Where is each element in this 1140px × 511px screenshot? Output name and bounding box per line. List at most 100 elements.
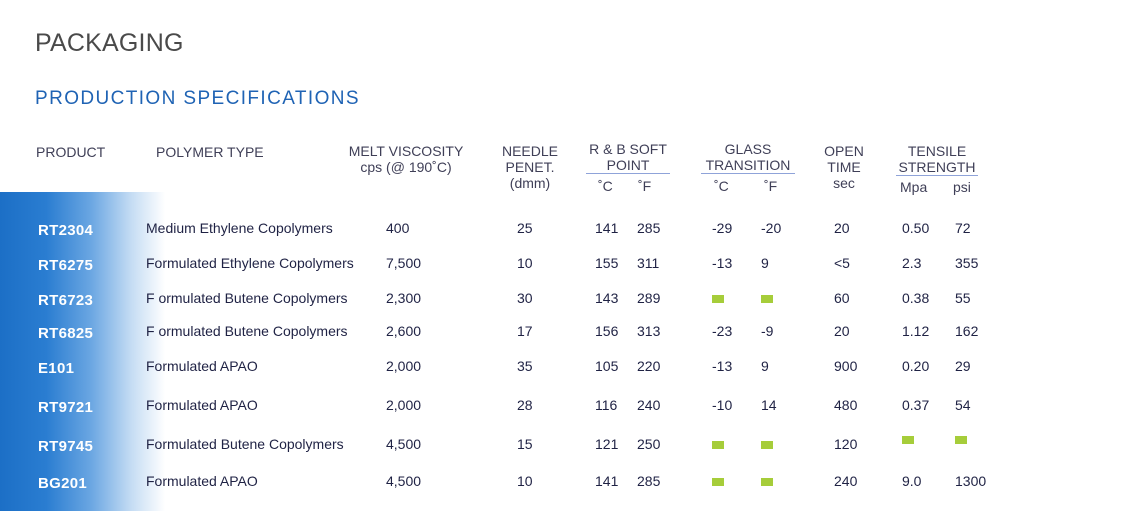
rb-soft-point-f-cell: 313: [637, 323, 661, 339]
melt-viscosity-cell: 400: [386, 220, 410, 236]
rb-soft-point-c-cell: 116: [595, 397, 618, 413]
needle-penetration-cell: 15: [517, 436, 533, 452]
product-code-cell: RT9721: [38, 399, 94, 416]
unit-rb-c: ˚C: [598, 178, 613, 194]
product-code-cell: RT2304: [38, 222, 94, 239]
rb-soft-point-f-cell: 285: [637, 473, 661, 489]
open-time-cell: <5: [834, 255, 850, 271]
product-code-cell: E101: [38, 360, 75, 377]
glass-transition-f-cell: 9: [761, 255, 769, 271]
needle-penetration-cell: 35: [517, 358, 533, 374]
product-code-cell: RT6825: [38, 325, 94, 342]
header-open-line3: sec: [833, 175, 855, 191]
needle-penetration-cell: 28: [517, 397, 533, 413]
header-open-line1: OPEN: [824, 143, 864, 159]
polymer-type-cell: Formulated Butene Copolymers: [146, 436, 344, 452]
glass-transition-f-cell: 14: [761, 397, 777, 413]
header-glass-line2: TRANSITION: [701, 157, 795, 174]
open-time-cell: 60: [834, 290, 850, 306]
polymer-type-cell: Formulated APAO: [146, 473, 258, 489]
melt-viscosity-cell: 4,500: [386, 473, 422, 489]
unit-psi: psi: [953, 179, 971, 195]
tensile-mpa-cell: 1.12: [902, 323, 930, 339]
needle-penetration-cell: 10: [517, 473, 533, 489]
glass-transition-c-cell: -23: [712, 323, 733, 339]
polymer-type-cell: Formulated APAO: [146, 397, 258, 413]
rb-soft-point-f-cell: 220: [637, 358, 661, 374]
glass-transition-c-no-data-marker: [712, 295, 724, 303]
rb-soft-point-f-cell: 250: [637, 436, 661, 452]
tensile-mpa-no-data-marker: [902, 436, 914, 444]
melt-viscosity-cell: 2,000: [386, 358, 422, 374]
needle-penetration-cell: 17: [517, 323, 533, 339]
polymer-type-cell: F ormulated Butene Copolymers: [146, 290, 348, 306]
tensile-psi-cell: 29: [955, 358, 971, 374]
header-melt-line1: MELT VISCOSITY: [348, 143, 464, 159]
glass-transition-c-cell: -29: [712, 220, 733, 236]
melt-viscosity-cell: 7,500: [386, 255, 422, 271]
needle-penetration-cell: 25: [517, 220, 533, 236]
rb-soft-point-c-cell: 143: [595, 290, 619, 306]
header-open-line2: TIME: [827, 159, 861, 175]
rb-soft-point-f-cell: 311: [637, 255, 660, 271]
glass-transition-f-cell: 9: [761, 358, 769, 374]
unit-rb-f: ˚F: [638, 178, 652, 194]
rb-soft-point-c-cell: 105: [595, 358, 619, 374]
glass-transition-f-cell: -9: [761, 323, 774, 339]
open-time-cell: 20: [834, 323, 850, 339]
header-product: PRODUCT: [36, 144, 106, 160]
header-glass-transition: GLASS TRANSITION: [701, 141, 795, 174]
rb-soft-point-c-cell: 155: [595, 255, 619, 271]
tensile-mpa-cell: 9.0: [902, 473, 922, 489]
header-melt-line2: cps (@ 190˚C): [360, 159, 452, 175]
header-rb-line2: POINT: [586, 157, 670, 174]
subtitle: PRODUCTION SPECIFICATIONS: [35, 88, 360, 109]
polymer-type-cell: F ormulated Butene Copolymers: [146, 323, 348, 339]
polymer-type-cell: Medium Ethylene Copolymers: [146, 220, 333, 236]
header-rb-line1: R & B SOFT: [589, 141, 667, 157]
rb-soft-point-f-cell: 240: [637, 397, 661, 413]
glass-transition-f-no-data-marker: [761, 441, 773, 449]
product-column-band: [0, 192, 165, 511]
melt-viscosity-cell: 4,500: [386, 436, 422, 452]
glass-transition-c-no-data-marker: [712, 478, 724, 486]
header-needle-line2: PENET.: [505, 159, 555, 175]
section-title: PACKAGING: [35, 29, 184, 57]
header-glass-line1: GLASS: [724, 141, 772, 157]
rb-soft-point-f-cell: 285: [637, 220, 661, 236]
open-time-cell: 120: [834, 436, 858, 452]
melt-viscosity-cell: 2,000: [386, 397, 422, 413]
glass-transition-c-no-data-marker: [712, 441, 724, 449]
header-rb-soft-point: R & B SOFT POINT: [586, 141, 670, 174]
header-needle: NEEDLE PENET. (dmm): [494, 143, 566, 191]
product-code-cell: RT9745: [38, 438, 94, 455]
open-time-cell: 900: [834, 358, 858, 374]
tensile-psi-cell: 355: [955, 255, 979, 271]
header-tensile-strength: TENSILE STRENGTH: [896, 143, 978, 176]
tensile-psi-cell: 72: [955, 220, 971, 236]
polymer-type-cell: Formulated APAO: [146, 358, 258, 374]
tensile-psi-cell: 1300: [955, 473, 987, 489]
glass-transition-f-cell: -20: [761, 220, 782, 236]
open-time-cell: 20: [834, 220, 850, 236]
rb-soft-point-c-cell: 121: [595, 436, 619, 452]
unit-glass-f: ˚F: [764, 178, 778, 194]
header-tensile-line1: TENSILE: [907, 143, 967, 159]
header-needle-line3: (dmm): [509, 175, 551, 191]
rb-soft-point-f-cell: 289: [637, 290, 661, 306]
rb-soft-point-c-cell: 141: [595, 473, 619, 489]
rb-soft-point-c-cell: 156: [595, 323, 619, 339]
glass-transition-c-cell: -13: [712, 358, 733, 374]
product-code-cell: RT6723: [38, 292, 94, 309]
needle-penetration-cell: 30: [517, 290, 533, 306]
polymer-type-cell: Formulated Ethylene Copolymers: [146, 255, 354, 271]
tensile-psi-cell: 55: [955, 290, 971, 306]
open-time-cell: 480: [834, 397, 858, 413]
tensile-mpa-cell: 0.38: [902, 290, 930, 306]
tensile-mpa-cell: 0.37: [902, 397, 930, 413]
open-time-cell: 240: [834, 473, 858, 489]
tensile-mpa-cell: 0.20: [902, 358, 930, 374]
glass-transition-c-cell: -10: [712, 397, 733, 413]
tensile-mpa-cell: 0.50: [902, 220, 930, 236]
tensile-psi-cell: 162: [955, 323, 979, 339]
